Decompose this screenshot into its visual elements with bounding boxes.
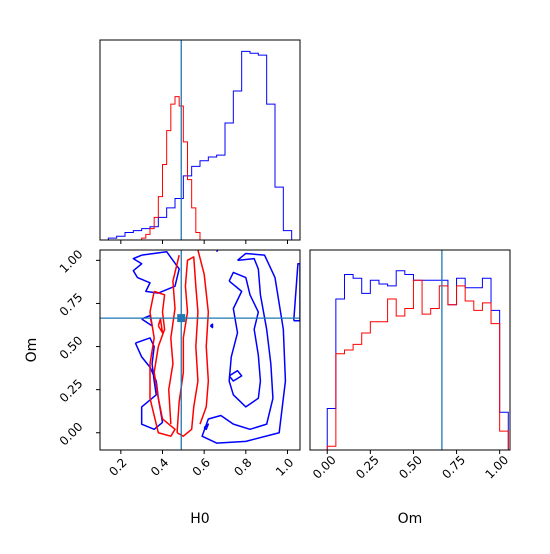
contour-x-tick-label: 0.2 [106,455,129,478]
contour-series_a-level [168,254,180,425]
hist-h0-series-series_a [141,96,201,240]
contour-series_b-level [216,250,219,253]
contour-panel-h0-om: 0.2 0.4 0.6 0.8 1.0 0.00 0.25 0.50 0.75 1.00 H0 Om [24,247,301,527]
hist-om-frame [309,249,511,451]
histogram-panel-h0 [99,39,301,244]
hist-h0-series-series_b [100,50,293,240]
contour-series_a-level [157,318,164,334]
contour-plot-area [132,250,300,444]
contour-y-tick-label: 0.50 [57,333,86,362]
hist-om-series-series_a [320,279,509,450]
contour-x-tick-label: 0.4 [148,455,171,478]
contour-series_b-level [228,271,262,408]
contour-series_b-level [132,250,180,294]
hist-om-x-tick-label: 0.00 [310,453,339,482]
contour-series_a-level [149,290,176,437]
contour-series_b-level [201,252,287,444]
contour-y-tick-label: 0.00 [57,420,86,449]
contour-xlabel: H0 [190,511,209,527]
hist-om-x-tick-label: 0.50 [396,453,425,482]
hist-om-x-tick-label: 0.75 [439,453,468,482]
contour-series_a-level [197,250,210,425]
hist-om-plot-area [320,270,509,450]
hist-h0-frame [99,39,301,241]
histogram-panel-om: 0.00 0.25 0.50 0.75 1.00 Om [309,249,511,527]
contour-series_b-level [203,423,210,431]
contour-series_b-level [209,323,214,329]
contour-y-tick-label: 0.75 [57,290,86,319]
contour-x-tick-label: 0.8 [231,455,254,478]
contour-series_b-level [228,369,243,382]
contour-y-tick-label: 0.25 [57,376,86,405]
contour-x-tick-label: 1.0 [273,455,296,478]
hist-h0-plot-area [100,50,293,240]
contour-series_b-level [134,337,164,431]
contour-series_a-level [176,256,199,437]
contour-x-tick-label: 0.6 [190,455,213,478]
hist-om-x-tick-label: 0.25 [353,453,382,482]
contour-ylabel: Om [24,338,40,363]
contour-series_b-level [293,263,300,322]
hist-om-series-series_b [320,270,509,450]
contour-y-tick-label: 1.00 [57,247,86,276]
contour-truth-marker [177,314,186,323]
hist-om-x-tick-label: 1.00 [482,453,511,482]
hist-om-xlabel: Om [398,511,423,527]
contour-frame [99,249,301,451]
